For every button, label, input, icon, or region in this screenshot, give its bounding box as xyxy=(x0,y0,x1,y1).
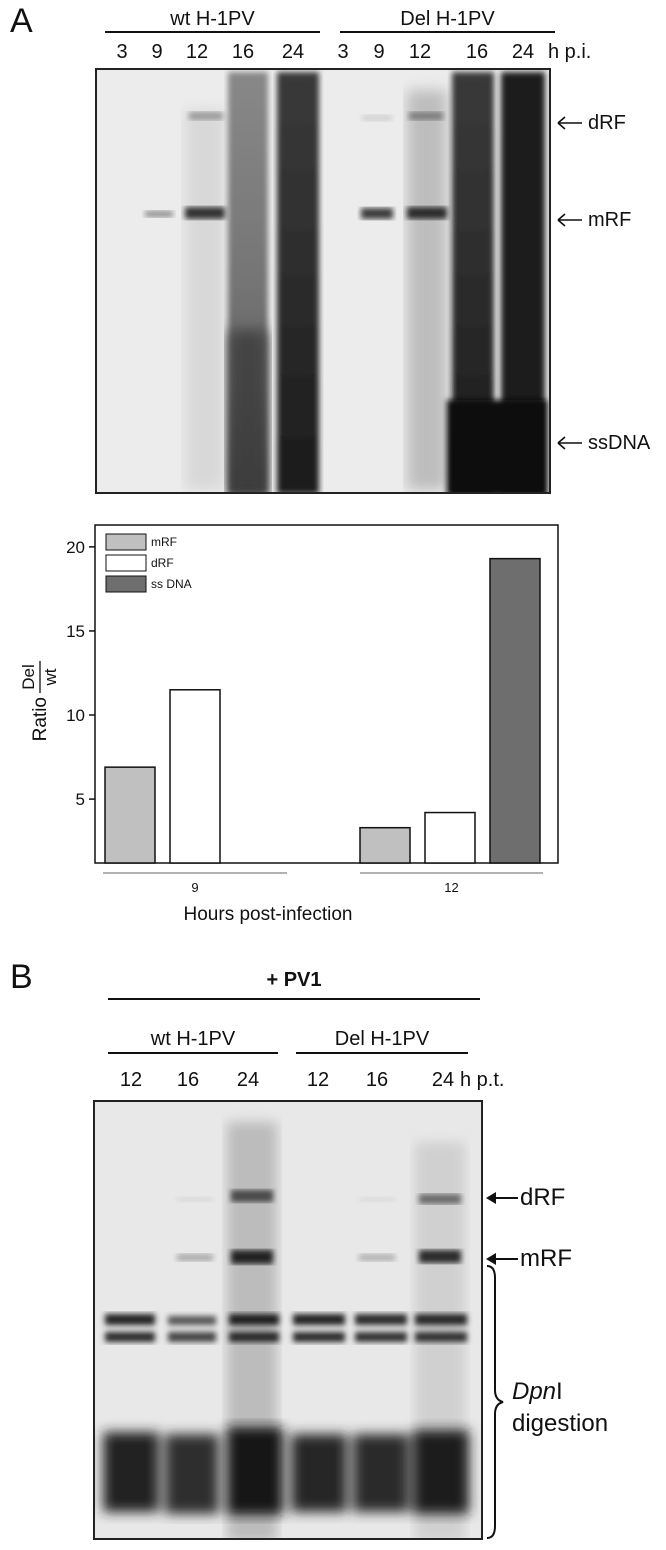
y-axis-label-ratio: Ratio xyxy=(30,697,51,741)
gel-b-lane-label: 12 xyxy=(119,1069,143,1091)
y-tick-label: 10 xyxy=(66,706,85,725)
legend-label: ss DNA xyxy=(151,577,192,591)
gel-a-band-arrows xyxy=(557,116,582,450)
arrow-left-icon xyxy=(557,116,582,450)
bar xyxy=(489,557,541,864)
y-axis-label-numerator: Del xyxy=(19,664,38,690)
gel-a-lane-label: 3 xyxy=(337,41,349,63)
legend-label: dRF xyxy=(151,556,174,570)
gel-b-band-arrows xyxy=(486,1192,518,1265)
y-axis-label: Ratio Del wt xyxy=(19,661,60,741)
gel-a-group-del-line xyxy=(340,31,555,33)
legend-swatch xyxy=(105,533,147,551)
gel-b-treatment-line xyxy=(108,998,480,1000)
arrow-left-icon xyxy=(486,1192,518,1265)
y-axis-label-denominator: wt xyxy=(41,668,60,686)
gel-a-band-ssdna: ssDNA xyxy=(588,432,651,454)
y-tick-label: 5 xyxy=(76,790,85,809)
panel-b-letter: B xyxy=(10,958,33,996)
gel-b-digestion-label: DpnI xyxy=(512,1380,563,1404)
gel-b-time-unit: h p.t. xyxy=(460,1069,505,1091)
gel-b-lane-label: 16 xyxy=(176,1069,200,1091)
gel-b-group-del: Del H-1PV xyxy=(334,1028,430,1050)
gel-a-lane-label: 12 xyxy=(408,41,432,63)
gel-b-lane-label: 24 xyxy=(431,1069,455,1091)
gel-a-lane-label: 9 xyxy=(151,41,163,63)
gel-a-time-unit: h p.i. xyxy=(548,41,592,63)
gel-a-group-wt-line xyxy=(105,31,320,33)
gel-b-group-wt: wt H-1PV xyxy=(150,1028,236,1050)
bar xyxy=(424,811,476,864)
legend-swatch xyxy=(105,575,147,593)
gel-b-image xyxy=(93,1100,483,1540)
legend-label: mRF xyxy=(151,535,177,549)
gel-b-lane-label: 16 xyxy=(365,1069,389,1091)
gel-a-group-wt: wt H-1PV xyxy=(170,8,255,30)
ratio-chart: 5 10 15 20 9 12 Hours post-infection Ratio Del wt… xyxy=(0,520,666,930)
gel-a-lane-label: 3 xyxy=(116,41,128,63)
gel-a-lane-label: 24 xyxy=(511,41,535,63)
gel-a-lane-label: 24 xyxy=(281,41,305,63)
dpn-rest: I xyxy=(556,1378,563,1405)
gel-b-lane-label: 12 xyxy=(306,1069,330,1091)
y-tick-label: 15 xyxy=(66,622,85,641)
gel-a-band-drf: dRF xyxy=(588,112,626,134)
gel-b-band-mrf: mRF xyxy=(520,1245,572,1272)
y-tick-label: 20 xyxy=(66,538,85,557)
gel-a-lane-label: 9 xyxy=(373,41,385,63)
x-tick-label: 12 xyxy=(444,880,458,895)
dpn-italic: Dpn xyxy=(512,1378,557,1405)
dpni-bracket xyxy=(486,1265,504,1539)
gel-b-group-del-line xyxy=(296,1052,468,1054)
chart-frame xyxy=(94,524,559,864)
panel-a-letter: A xyxy=(10,2,33,40)
gel-a-lane-label: 16 xyxy=(231,41,255,63)
bar xyxy=(104,766,156,864)
gel-a-group-del: Del H-1PV xyxy=(400,8,495,30)
gel-b-band-drf: dRF xyxy=(520,1184,566,1211)
gel-b-digestion-label-2: digestion xyxy=(512,1410,609,1437)
x-tick-label: 9 xyxy=(191,880,198,895)
bar xyxy=(169,689,221,864)
gel-b-group-wt-line xyxy=(108,1052,278,1054)
gel-a-image xyxy=(95,68,551,494)
x-axis-label: Hours post-infection xyxy=(184,904,353,925)
gel-a-lane-label: 12 xyxy=(185,41,209,63)
gel-a-lane-label: 16 xyxy=(465,41,489,63)
legend-swatch xyxy=(105,554,147,572)
gel-b-lane-label: 24 xyxy=(236,1069,260,1091)
gel-b-treatment: + PV1 xyxy=(266,969,322,991)
ratio-chart-svg: 5 10 15 20 9 12 Hours post-infection Ratio Del wt… xyxy=(19,524,559,925)
bar xyxy=(359,826,411,864)
gel-a-band-mrf: mRF xyxy=(588,209,632,231)
